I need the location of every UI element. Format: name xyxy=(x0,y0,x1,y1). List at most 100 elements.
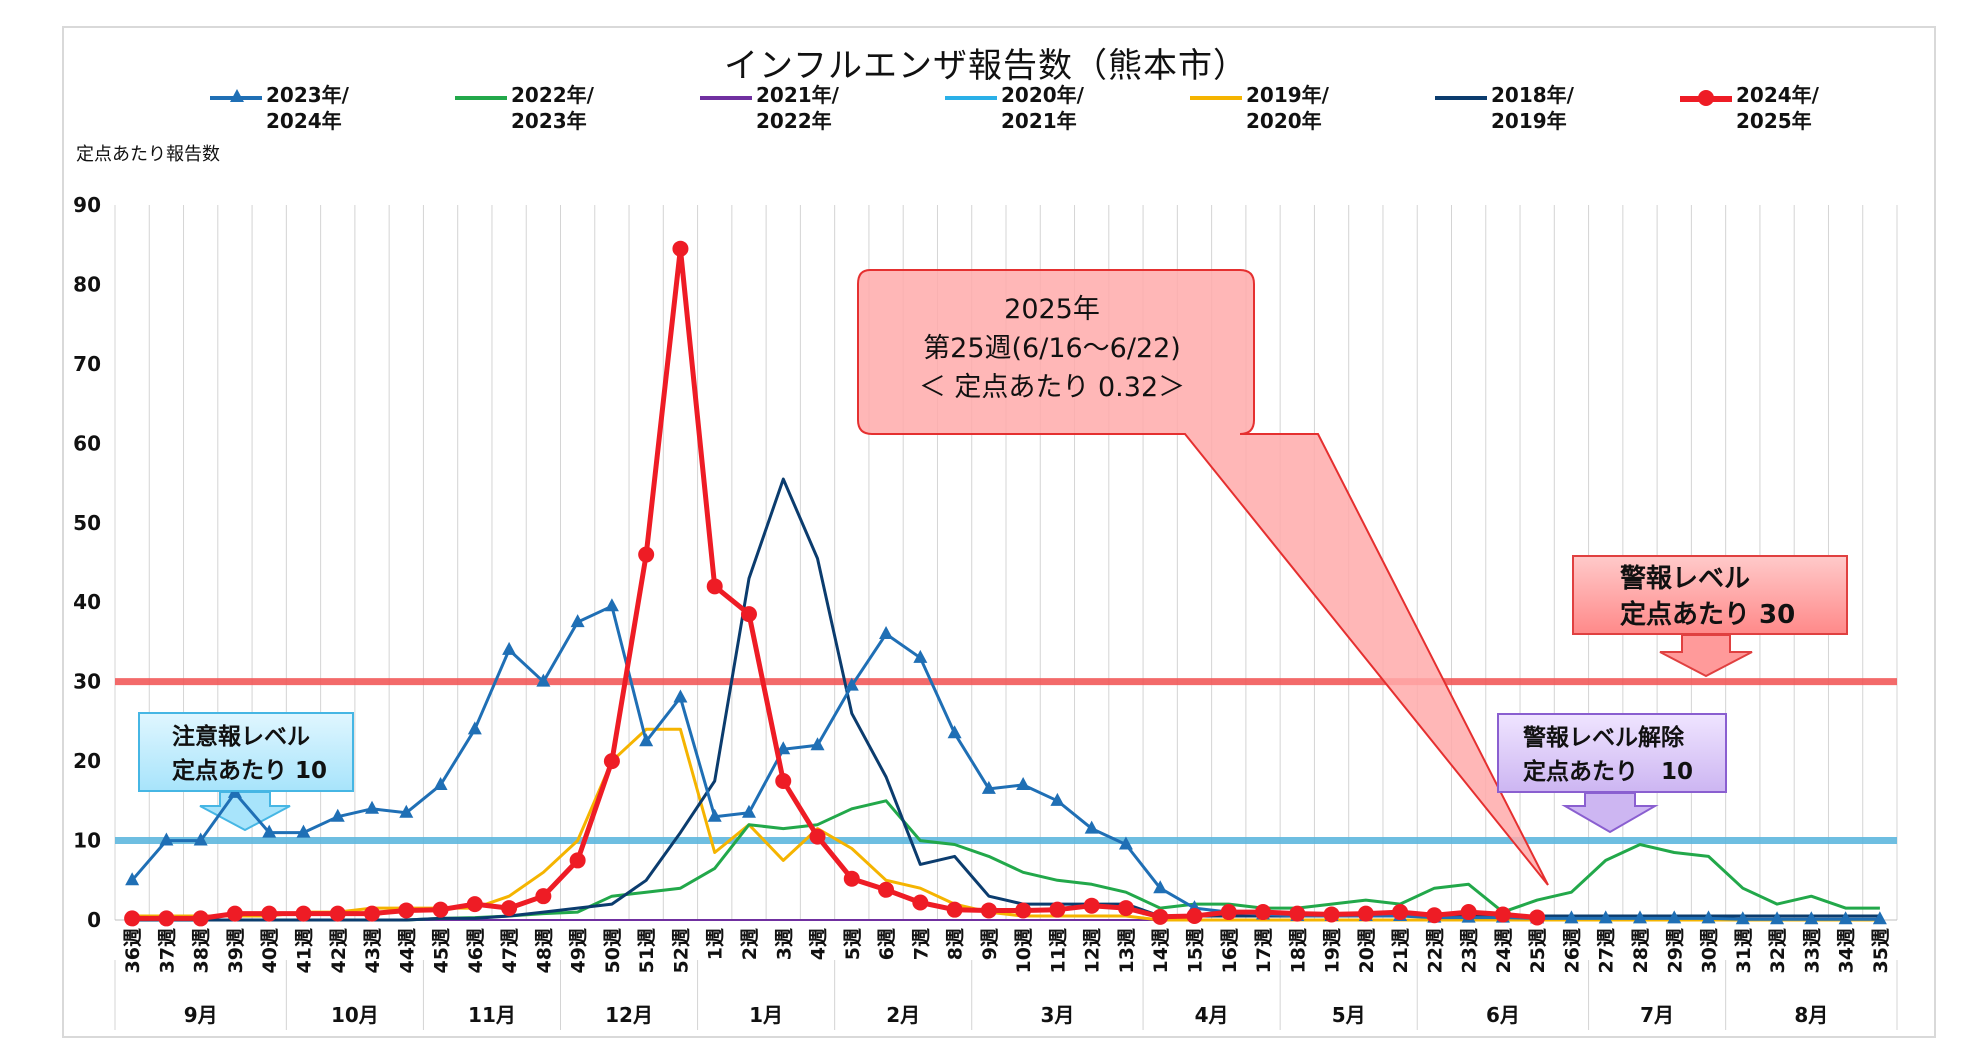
legend-label: 2021年/ 2022年 xyxy=(756,83,839,133)
month-label: 1月 xyxy=(749,1003,783,1027)
series-point xyxy=(1804,911,1819,925)
x-tick-label: 44週 xyxy=(396,928,418,973)
legend-item: 2021年/ 2022年 xyxy=(700,82,930,142)
x-tick-label: 14週 xyxy=(1150,928,1172,973)
series-point xyxy=(1701,910,1716,924)
series-point xyxy=(1598,910,1613,924)
series-point xyxy=(125,872,140,886)
series-point xyxy=(946,901,963,918)
x-tick-label: 31週 xyxy=(1733,928,1755,973)
x-tick-label: 8週 xyxy=(945,928,967,960)
series-point xyxy=(261,905,278,922)
warning-arrow xyxy=(1659,634,1753,678)
series-point xyxy=(878,881,895,898)
x-tick-label: 6週 xyxy=(876,928,898,960)
x-tick-label: 20週 xyxy=(1356,928,1378,973)
x-tick-label: 26週 xyxy=(1561,928,1583,973)
x-tick-label: 41週 xyxy=(293,928,315,973)
series-point xyxy=(398,902,415,919)
series-point xyxy=(569,852,586,869)
series-point xyxy=(1357,905,1374,922)
series-point xyxy=(467,721,482,735)
x-tick-label: 18週 xyxy=(1287,928,1309,973)
series-point xyxy=(1872,911,1887,925)
x-tick-label: 43週 xyxy=(362,928,384,973)
legend-marker xyxy=(230,89,244,102)
series-point xyxy=(740,606,757,623)
legend-item: 2018年/ 2019年 xyxy=(1435,82,1665,142)
series-point xyxy=(570,614,585,628)
x-tick-label: 27週 xyxy=(1596,928,1618,973)
series-line-5 xyxy=(132,477,1880,922)
series-point xyxy=(1838,911,1853,925)
series-point xyxy=(638,546,655,563)
x-tick-label: 21週 xyxy=(1390,928,1412,973)
month-label: 9月 xyxy=(184,1003,218,1027)
series-point xyxy=(1460,904,1477,921)
callout-line-week: 第25週(6/16～6/22) xyxy=(923,333,1181,364)
series-point xyxy=(1015,902,1032,919)
y-tick-label: 90 xyxy=(73,193,101,217)
series-point xyxy=(295,905,312,922)
x-tick-label: 28週 xyxy=(1630,928,1652,973)
series-point xyxy=(1632,910,1647,924)
series-point xyxy=(673,689,688,703)
x-tick-label: 19週 xyxy=(1322,928,1344,973)
x-tick-label: 34週 xyxy=(1836,928,1858,973)
series-point xyxy=(947,725,962,739)
chart-frame xyxy=(62,26,1936,1038)
x-tick-label: 47週 xyxy=(499,928,521,973)
legend: 2023年/ 2024年 2022年/ 2023年 2021年/ 2022年 2020… xyxy=(210,82,1850,142)
x-tick-label: 29週 xyxy=(1664,928,1686,973)
x-tick-label: 32週 xyxy=(1767,928,1789,973)
x-tick-label: 40週 xyxy=(259,928,281,973)
y-tick-label: 80 xyxy=(73,272,101,296)
legend-label: 2018年/ 2019年 xyxy=(1491,83,1574,133)
series-point xyxy=(262,824,277,838)
x-tick-label: 35週 xyxy=(1870,928,1892,973)
x-tick-label: 38週 xyxy=(191,928,213,973)
y-tick-label: 60 xyxy=(73,431,101,455)
series-point xyxy=(775,772,792,789)
x-tick-label: 45週 xyxy=(431,928,453,973)
series-point xyxy=(1255,904,1272,921)
series-point xyxy=(1152,908,1169,925)
series-point xyxy=(1084,820,1099,834)
x-tick-label: 15週 xyxy=(1184,928,1206,973)
x-tick-label: 17週 xyxy=(1253,928,1275,973)
series-point xyxy=(1220,904,1237,921)
y-axis-label: 定点あたり報告数 xyxy=(76,144,220,165)
notice-level-title: 注意報レベル xyxy=(172,724,310,750)
x-tick-label: 5週 xyxy=(842,928,864,960)
series-point xyxy=(913,649,928,663)
x-tick-label: 48週 xyxy=(533,928,555,973)
y-tick-label: 30 xyxy=(73,670,101,694)
legend-swatch xyxy=(455,96,507,100)
legend-label: 2020年/ 2021年 xyxy=(1001,83,1084,133)
series-point xyxy=(707,808,722,822)
series-point xyxy=(330,808,345,822)
month-label: 8月 xyxy=(1794,1003,1828,1027)
legend-label: 2022年/ 2023年 xyxy=(511,83,594,133)
x-tick-label: 13週 xyxy=(1116,928,1138,973)
series-point xyxy=(159,832,174,846)
notice-level-box: 注意報レベル 定点あたり 10 xyxy=(138,712,354,792)
series-point xyxy=(981,780,996,794)
x-tick-label: 49週 xyxy=(568,928,590,973)
x-tick-label: 16週 xyxy=(1219,928,1241,973)
warning-level-value: 定点あたり 30 xyxy=(1620,600,1796,630)
y-tick-label: 50 xyxy=(73,511,101,535)
legend-item: 2024年/ 2025年 xyxy=(1680,82,1910,142)
release-arrow xyxy=(1561,792,1659,834)
x-tick-label: 42週 xyxy=(328,928,350,973)
series-point xyxy=(912,894,929,911)
x-tick-label: 30週 xyxy=(1699,928,1721,973)
series-point xyxy=(1494,906,1511,923)
series-point xyxy=(124,910,141,927)
series-point xyxy=(604,598,619,612)
series-point xyxy=(329,905,346,922)
series-point xyxy=(536,673,551,687)
x-tick-label: 11週 xyxy=(1047,928,1069,973)
